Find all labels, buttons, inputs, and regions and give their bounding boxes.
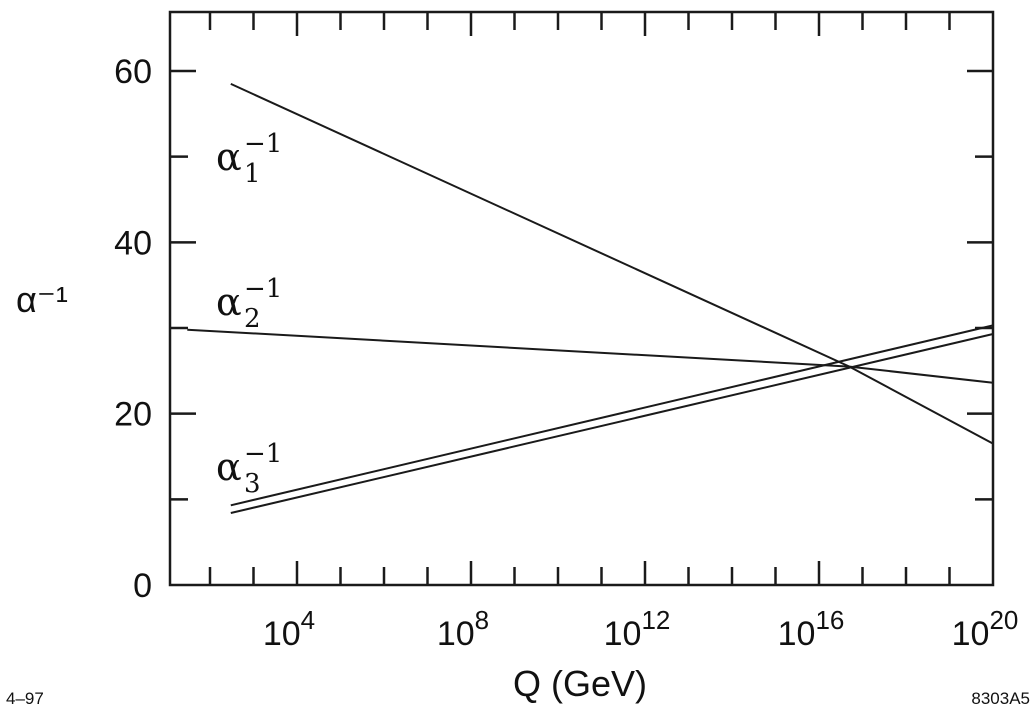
- x-tick-label: 108: [437, 605, 489, 653]
- series-label-symbol: α: [216, 280, 242, 324]
- series-line-3: [230, 324, 994, 507]
- series-label-superscript: −1: [244, 129, 282, 159]
- figure-date-code: 4–97: [6, 689, 44, 708]
- plot-frame: [168, 10, 995, 587]
- y-tick-label: 60: [114, 53, 152, 91]
- x-tick-label: 1012: [604, 605, 671, 653]
- y-tick-label: 20: [114, 396, 152, 434]
- series-label-subscript: 3: [244, 469, 261, 499]
- series-label-subscript: 2: [244, 304, 261, 334]
- y-tick-label: 0: [133, 567, 152, 605]
- series-label-superscript: −1: [244, 274, 282, 304]
- series-labels: α −11α −12α −13: [216, 129, 282, 499]
- x-tick-label: 1020: [952, 605, 1019, 653]
- y-tick-label: 40: [114, 224, 152, 262]
- x-axis-label: Q (GeV): [513, 663, 647, 704]
- series-label-subscript: 1: [244, 159, 261, 189]
- series-label-symbol: α: [216, 445, 242, 489]
- x-tick-label: 104: [263, 605, 315, 653]
- series-lines: [187, 82, 994, 514]
- series-line-2: [187, 328, 994, 384]
- x-tick-label: 1016: [778, 605, 845, 653]
- y-tick-labels: 0 20 40 60: [114, 53, 152, 605]
- series-line-4: [230, 333, 994, 514]
- series-line-1: [230, 82, 994, 445]
- figure-id-code: 8303A5: [971, 689, 1030, 708]
- y-axis-label: α⁻¹: [16, 279, 68, 320]
- series-label-symbol: α: [216, 135, 242, 179]
- axis-ticks: [170, 12, 993, 585]
- x-tick-labels: 104 108 1012 1016 1020: [263, 605, 1019, 653]
- series-label-superscript: −1: [244, 439, 282, 469]
